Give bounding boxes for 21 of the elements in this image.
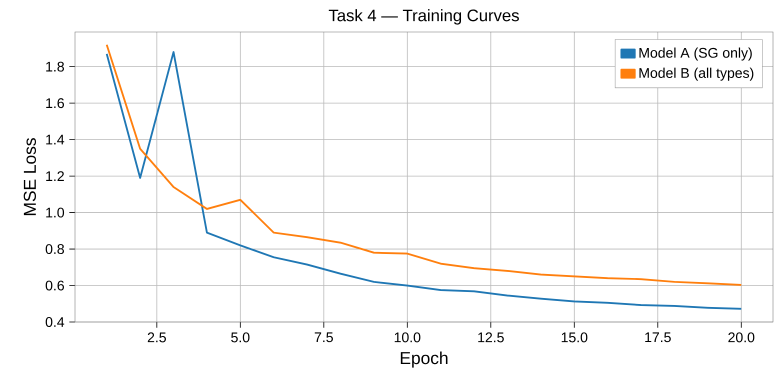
legend-label: Model B (all types) [639, 68, 754, 81]
x-tick-label: 17.5 [645, 332, 671, 342]
y-tick-label: 0.6 [46, 280, 64, 290]
x-tick-label: 15.0 [562, 332, 588, 342]
y-tick-label: 1.8 [46, 62, 64, 72]
x-tick-label: 12.5 [478, 332, 504, 342]
chart-title: Task 4 — Training Curves [328, 9, 519, 25]
x-axis-title: Epoch [400, 351, 448, 368]
y-tick-label: 1.0 [46, 208, 64, 218]
y-axis-title: MSE Loss [24, 138, 36, 216]
x-tick-label: 20.0 [728, 332, 754, 342]
legend-label: Model A (SG only) [639, 48, 752, 61]
x-tick-label: 10.0 [394, 332, 420, 342]
x-tick-label: 2.5 [148, 332, 166, 342]
x-tick-label: 5.0 [231, 332, 250, 342]
y-tick-label: 0.8 [46, 244, 64, 254]
x-tick-label: 7.5 [314, 332, 333, 342]
y-tick-label: 0.4 [46, 317, 64, 327]
y-tick-label: 1.2 [46, 171, 64, 181]
y-tick-label: 1.6 [46, 98, 64, 108]
y-tick-label: 1.4 [46, 134, 64, 144]
